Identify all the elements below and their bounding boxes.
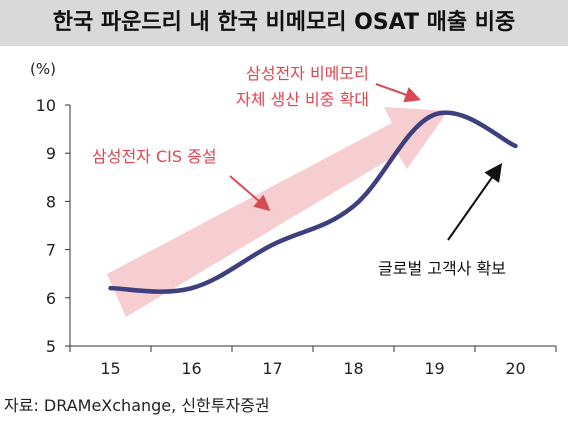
annotation-cis: 삼성전자 CIS 증설 bbox=[92, 147, 217, 166]
y-tick-label: 5 bbox=[46, 337, 56, 356]
x-axis: 15 16 17 18 19 20 bbox=[69, 345, 557, 378]
annotation-cis-arrow bbox=[229, 175, 271, 212]
x-tick-label: 19 bbox=[424, 359, 444, 378]
series-line bbox=[108, 110, 518, 294]
y-tick-label: 7 bbox=[46, 241, 56, 260]
x-tick-label: 17 bbox=[262, 359, 282, 378]
annotation-nonmemory-line2: 자체 생산 비중 확대 bbox=[236, 90, 369, 109]
x-tick-label: 15 bbox=[100, 359, 120, 378]
annotation-global: 글로벌 고객사 확보 bbox=[378, 259, 506, 278]
y-tick-label: 6 bbox=[46, 289, 56, 308]
series-points bbox=[110, 114, 516, 289]
y-tick-label: 9 bbox=[46, 144, 56, 163]
title-bar bbox=[0, 0, 568, 46]
x-tick-label: 18 bbox=[343, 359, 363, 378]
x-tick-label: 20 bbox=[505, 359, 525, 378]
y-tick-label: 8 bbox=[46, 192, 56, 211]
chart-title: 한국 파운드리 내 한국 비메모리 OSAT 매출 비중 bbox=[52, 10, 516, 35]
y-axis: 5 6 7 8 9 10 bbox=[36, 96, 71, 356]
y-unit-label: (%) bbox=[30, 60, 56, 78]
chart: (%) 5 6 7 8 9 10 15 16 17 18 19 20 삼성전자 CIS 증설 삼성전… bbox=[30, 60, 557, 378]
source-note: 자료: DRAMeXchange, 신한투자증권 bbox=[4, 396, 270, 415]
y-tick-label: 10 bbox=[36, 96, 56, 115]
annotation-global-arrow bbox=[447, 163, 503, 241]
annotation-nonmemory-line1: 삼성전자 비메모리 bbox=[246, 64, 369, 83]
trend-arrow bbox=[107, 107, 448, 317]
x-tick-label: 16 bbox=[181, 359, 201, 378]
annotation-nonmemory-arrow bbox=[375, 83, 422, 103]
